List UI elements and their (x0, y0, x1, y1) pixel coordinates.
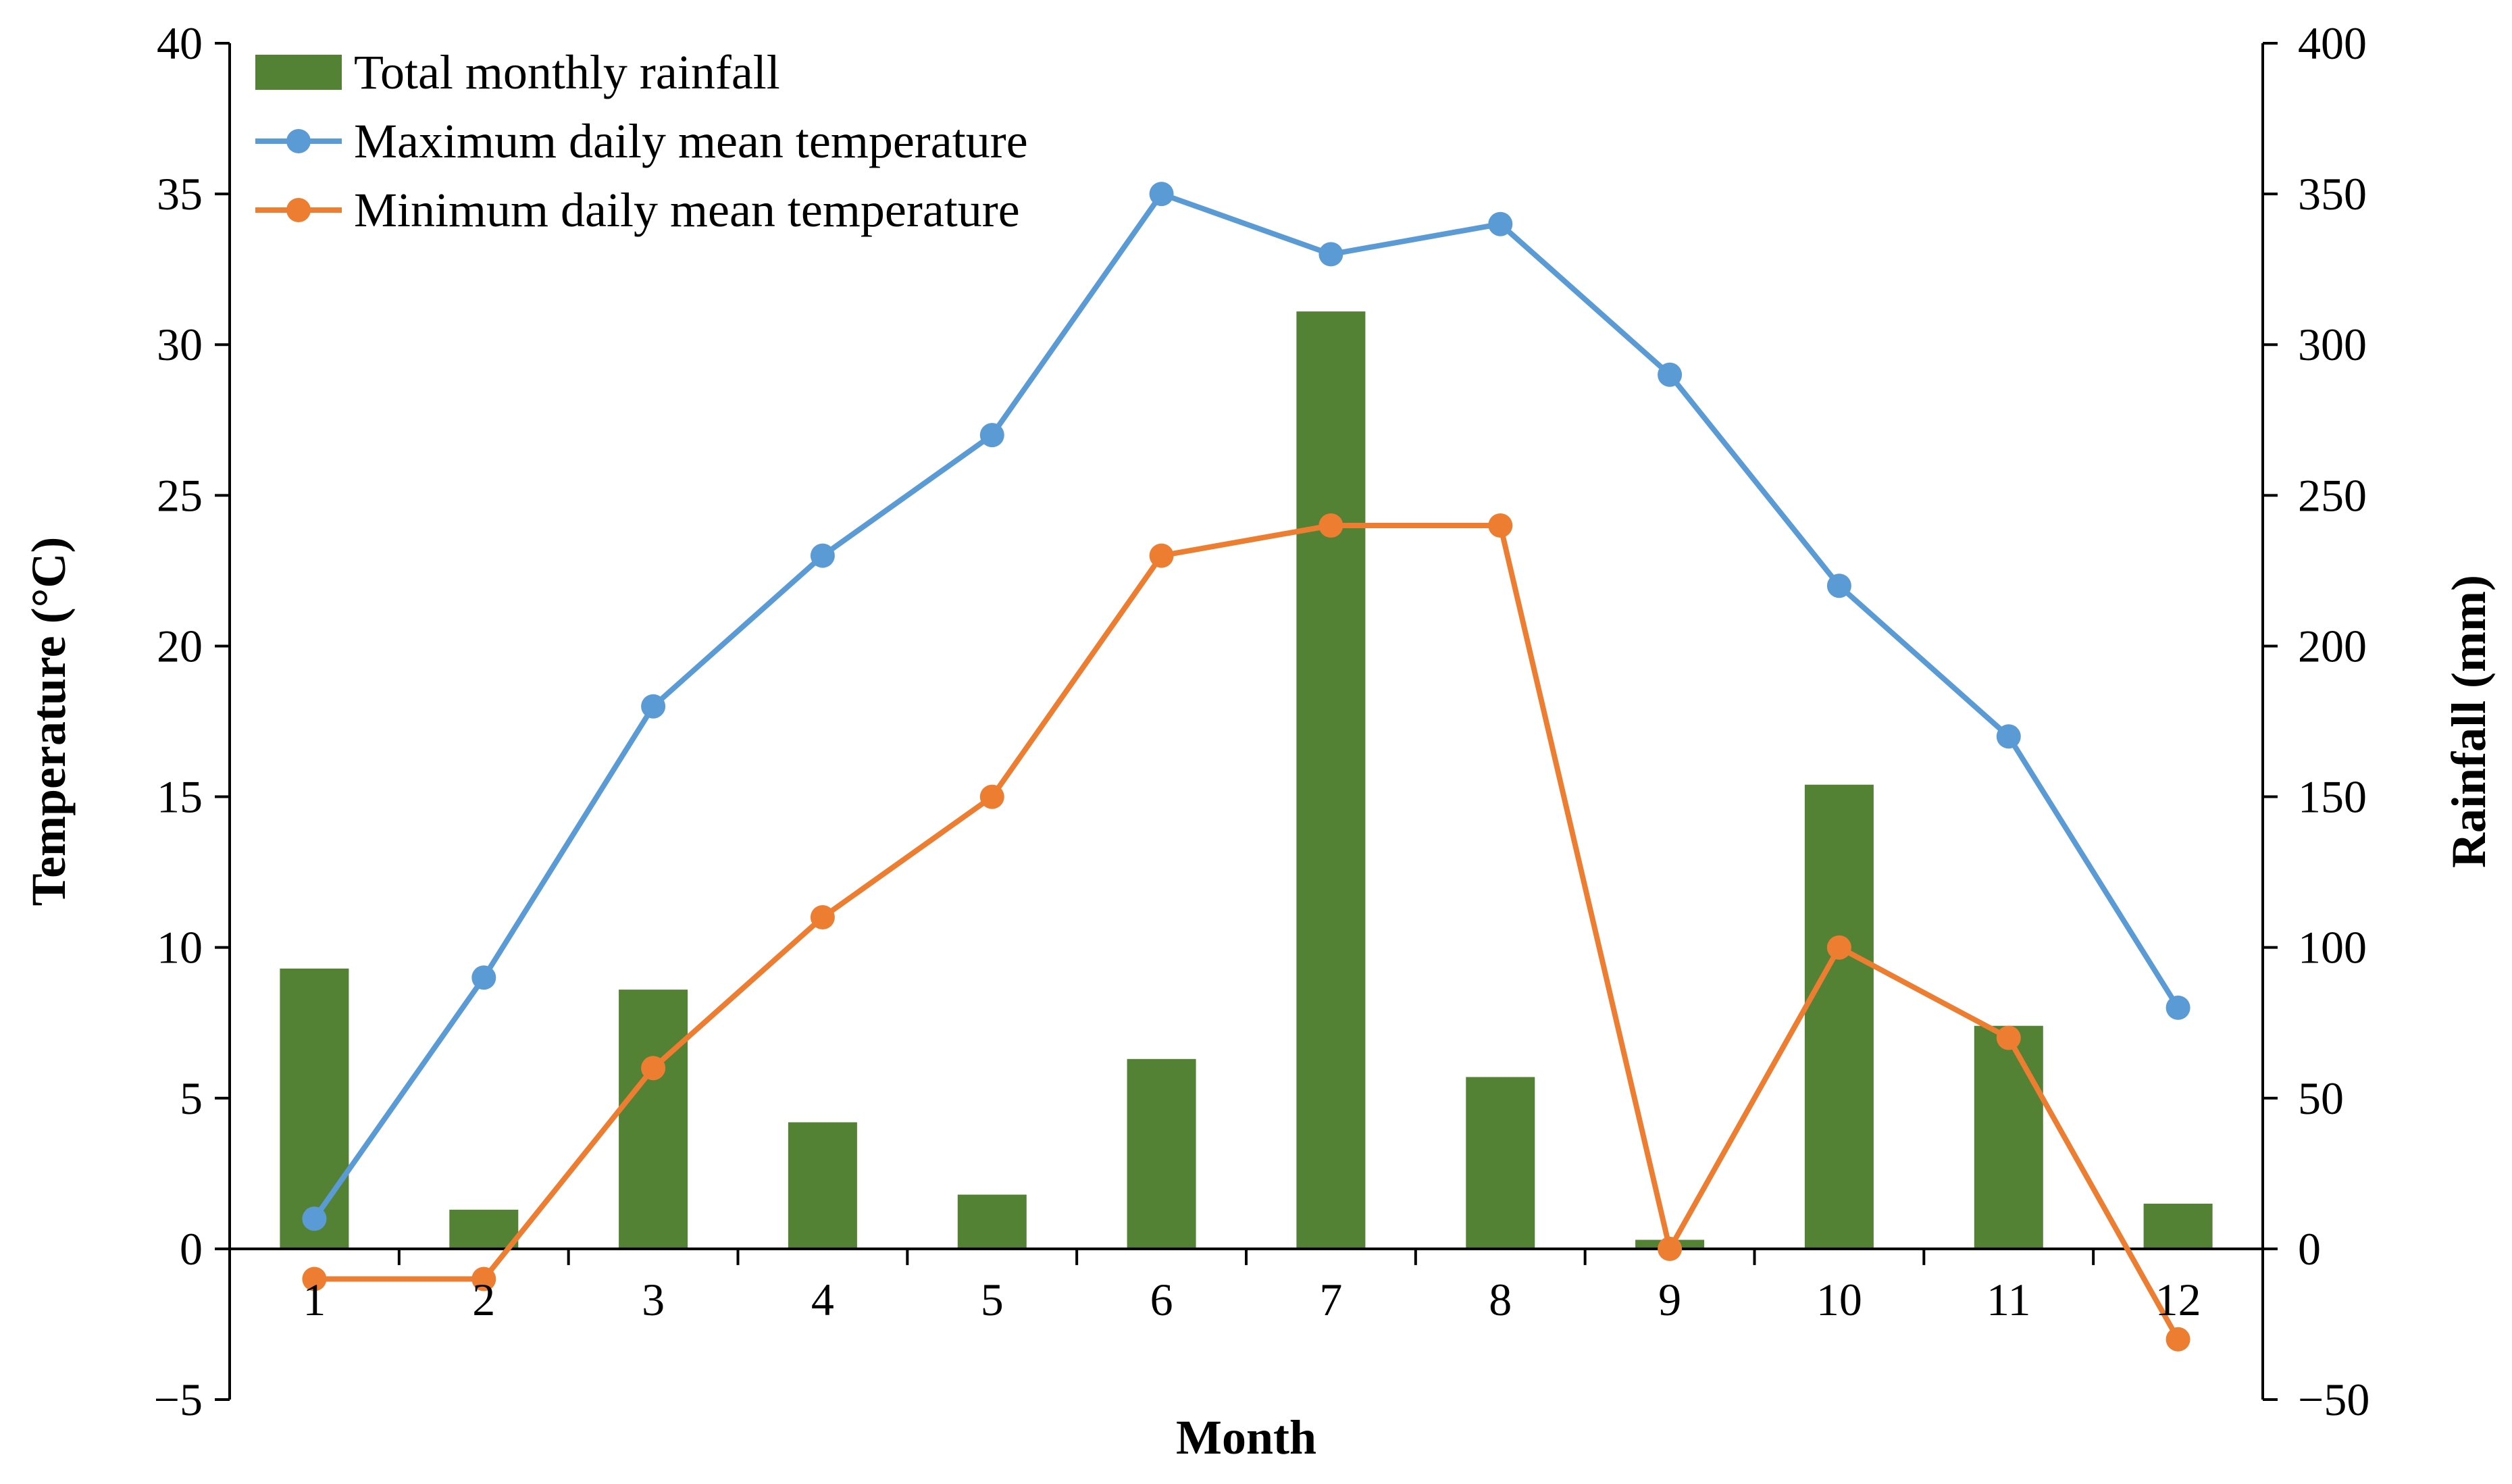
min-temp-point-month-7 (1318, 513, 1343, 538)
right-tick-label: 100 (2298, 922, 2367, 973)
right-tick-label: 300 (2298, 319, 2367, 370)
left-tick-label: 0 (180, 1223, 203, 1275)
right-tick-label: 150 (2298, 771, 2367, 823)
right-tick-label: 250 (2298, 469, 2367, 521)
min-temp-line (311, 523, 2181, 1342)
x-tick-label: 10 (1816, 1274, 1862, 1325)
x-tick-label: 9 (1658, 1274, 1681, 1325)
rainfall-bar-month-5 (957, 1194, 1027, 1249)
legend: Total monthly rainfall Maximum daily mean… (255, 45, 1028, 237)
rainfall-bar-month-4 (788, 1122, 857, 1249)
legend-label: Maximum daily mean temperature (354, 114, 1028, 168)
right-tick-label: −50 (2298, 1374, 2369, 1425)
left-tick-label: 20 (157, 620, 203, 671)
left-tick-label: 15 (157, 771, 203, 823)
x-tick-label: 12 (2155, 1274, 2201, 1325)
left-tick-label: 10 (157, 922, 203, 973)
max-temp-point-month-9 (1658, 362, 1683, 387)
min-temp-point-month-8 (1488, 513, 1513, 538)
max-temp-point-month-8 (1488, 211, 1513, 236)
x-tick-label: 2 (472, 1274, 495, 1325)
x-tick-label: 11 (1986, 1274, 2030, 1325)
rainfall-bar-month-2 (449, 1209, 519, 1249)
legend-marker-min-temp (286, 198, 311, 222)
left-tick-label: 40 (157, 18, 203, 69)
max-temp-point-month-12 (2165, 995, 2190, 1020)
min-temp-point-month-11 (1996, 1025, 2021, 1050)
rainfall-bar-month-11 (1974, 1025, 2043, 1249)
rainfall-bar-month-7 (1296, 311, 1366, 1249)
max-temp-point-month-11 (1996, 724, 2021, 749)
rainfall-bar-month-6 (1127, 1058, 1196, 1249)
left-tick-label: 5 (180, 1073, 203, 1124)
max-temp-point-month-1 (302, 1206, 327, 1231)
max-temp-point-month-5 (979, 423, 1004, 448)
x-tick-label: 7 (1319, 1274, 1342, 1325)
rainfall-bar-month-1 (280, 968, 349, 1249)
axes (215, 42, 2278, 1401)
x-tick-label: 6 (1150, 1274, 1173, 1325)
x-tick-label: 3 (642, 1274, 665, 1325)
min-temp-point-month-12 (2165, 1327, 2190, 1352)
rainfall-bars (280, 311, 2213, 1249)
right-tick-label: 200 (2298, 620, 2367, 671)
legend-swatch-rainfall (255, 55, 342, 90)
legend-label: Total monthly rainfall (354, 45, 780, 99)
rainfall-bar-month-12 (2143, 1204, 2213, 1249)
min-temp-point-month-3 (641, 1056, 666, 1081)
tick-labels: −50510152025303540−500501001502002503003… (154, 18, 2370, 1425)
temperature-lines (302, 182, 2190, 1352)
max-temp-point-month-3 (641, 694, 666, 719)
left-tick-label: 35 (157, 168, 203, 220)
x-tick-label: 1 (303, 1274, 326, 1325)
rainfall-bar-month-3 (619, 990, 688, 1249)
right-tick-label: 400 (2298, 18, 2367, 69)
rainfall-bar-month-10 (1804, 784, 1874, 1249)
max-temp-point-month-4 (810, 543, 835, 568)
max-temp-line (311, 191, 2181, 1222)
left-tick-label: 30 (157, 319, 203, 370)
right-tick-label: 350 (2298, 168, 2367, 220)
min-temp-point-month-9 (1658, 1236, 1683, 1261)
max-temp-point-month-2 (471, 965, 496, 990)
left-axis-title: Temperature (°C) (22, 537, 76, 906)
max-temp-point-month-7 (1318, 242, 1343, 267)
rainfall-bar-month-8 (1466, 1077, 1535, 1249)
legend-marker-max-temp (286, 129, 311, 153)
x-tick-label: 8 (1489, 1274, 1512, 1325)
right-tick-label: 0 (2298, 1223, 2321, 1275)
x-tick-label: 5 (981, 1274, 1004, 1325)
right-tick-label: 50 (2298, 1073, 2344, 1124)
min-temp-point-month-10 (1826, 935, 1851, 960)
left-tick-label: −5 (154, 1374, 203, 1425)
x-tick-label: 4 (811, 1274, 834, 1325)
left-tick-label: 25 (157, 469, 203, 521)
max-temp-point-month-6 (1149, 182, 1174, 207)
max-temp-point-month-10 (1826, 573, 1851, 598)
min-temp-point-month-2 (471, 1266, 496, 1291)
x-axis-title: Month (1176, 1410, 1316, 1464)
min-temp-point-month-4 (810, 905, 835, 929)
axis-titles: Month Temperature (°C) Rainfall (mm) (22, 537, 2496, 1464)
min-temp-point-month-5 (979, 784, 1004, 809)
right-axis-title: Rainfall (mm) (2442, 575, 2496, 868)
min-temp-point-month-6 (1149, 543, 1174, 568)
min-temp-point-month-1 (302, 1266, 327, 1291)
legend-label: Minimum daily mean temperature (354, 183, 1020, 237)
